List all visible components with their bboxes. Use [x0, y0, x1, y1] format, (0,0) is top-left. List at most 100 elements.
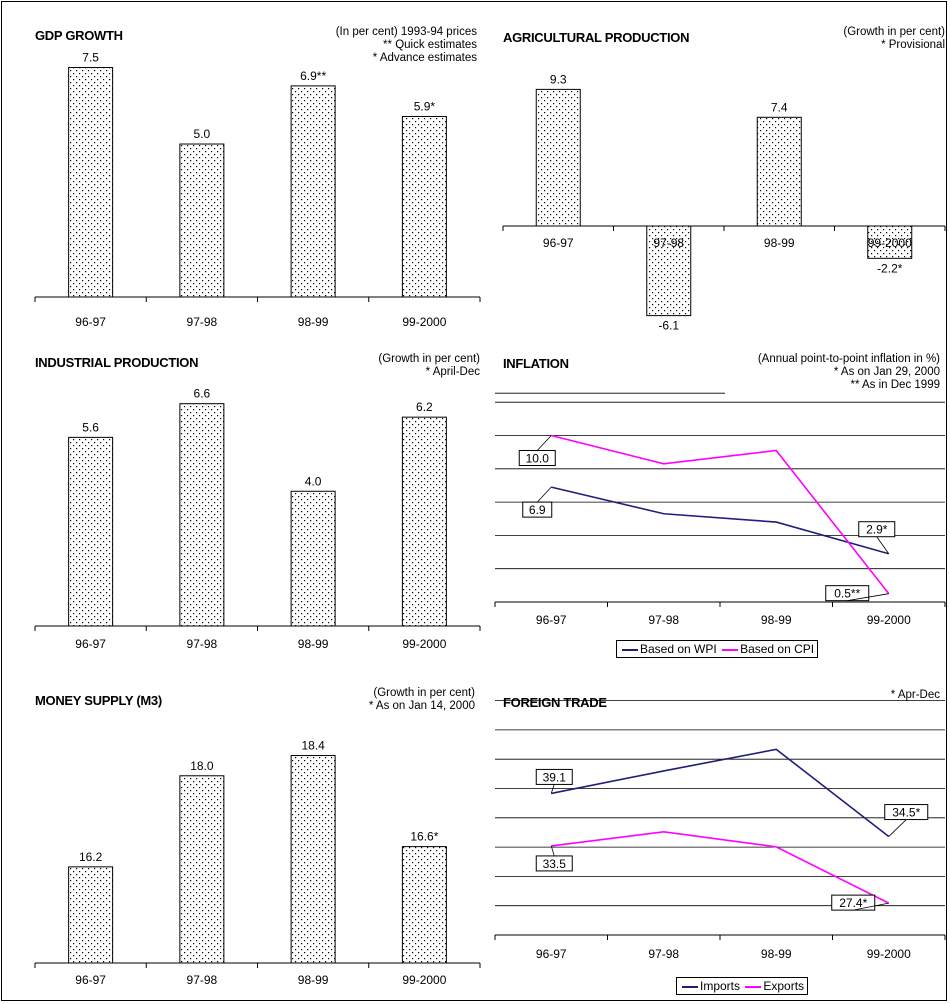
trade-callout-label: 27.4*: [839, 896, 867, 910]
gdp-bar: [401, 115, 447, 298]
industrial-data-label: 5.6: [82, 420, 99, 434]
inflation-category-label: 98-99: [761, 613, 792, 627]
money-title: MONEY SUPPLY (M3): [35, 693, 162, 708]
gdp-category-label: 96-97: [75, 315, 106, 329]
inflation-category-label: 96-97: [536, 613, 567, 627]
trade-title: FOREIGN TRADE: [503, 695, 607, 710]
industrial-data-label: 4.0: [305, 474, 322, 488]
wpi-legend-swatch: [622, 648, 638, 651]
trade-callout-pointer: [888, 819, 907, 837]
gdp-data-label: 6.9**: [300, 69, 326, 83]
inflation-callout-pointer: [536, 435, 552, 451]
inflation-category-label: 97-98: [648, 613, 679, 627]
inflation-callout-label: 10.0: [526, 452, 550, 466]
trade-category-label: 97-98: [648, 947, 679, 961]
imports-legend-swatch: [682, 985, 698, 988]
cpi-legend-label: Based on CPI: [740, 642, 815, 656]
inflation-callout-label: 6.9: [529, 503, 546, 517]
money-category-label: 96-97: [75, 973, 106, 987]
agri-bar: [756, 116, 802, 227]
trade-legend: Imports Exports: [676, 977, 809, 995]
agri-data-label: -2.2*: [877, 261, 903, 275]
trade-category-label: 98-99: [761, 947, 792, 961]
money-bar: [290, 755, 336, 964]
inflation-callout-pointer: [876, 536, 890, 554]
money-note: (Growth in per cent) * As on Jan 14, 200…: [368, 687, 475, 712]
agri-bar: [867, 225, 913, 259]
exports-legend-label: Exports: [763, 979, 805, 993]
gdp-category-label: 98-99: [298, 315, 329, 329]
money-bar: [179, 775, 225, 964]
industrial-category-label: 99-2000: [402, 637, 446, 651]
trade-callout-pointer: [550, 784, 555, 794]
agri-note: (Growth in per cent) * Provisional: [843, 26, 945, 51]
gdp-bar: [179, 143, 225, 298]
agri-category-label: 97-98: [653, 236, 684, 250]
agri-data-label: -6.1: [658, 319, 679, 333]
gdp-data-label: 5.9*: [414, 99, 436, 113]
gdp-note: (In per cent) 1993-94 prices ** Quick es…: [335, 26, 477, 64]
industrial-bar: [401, 416, 447, 627]
trade-series-line: [551, 831, 890, 904]
gdp-bar: [68, 67, 114, 298]
exports-legend-swatch: [745, 985, 762, 988]
inflation-callout-label: 2.9*: [866, 523, 888, 537]
money-bar: [68, 866, 114, 964]
inflation-callout-label: 0.5**: [834, 587, 860, 601]
agri-data-label: 9.3: [550, 72, 567, 86]
industrial-category-label: 98-99: [298, 637, 329, 651]
inflation-series-line: [551, 486, 889, 555]
inflation-legend: Based on WPI Based on CPI: [616, 640, 819, 658]
agri-data-label: 7.4: [771, 100, 788, 114]
trade-callout-label: 34.5*: [892, 806, 920, 820]
industrial-data-label: 6.2: [416, 400, 433, 414]
agri-category-label: 96-97: [543, 236, 574, 250]
agri-category-label: 98-99: [764, 236, 795, 250]
money-data-label: 16.2: [79, 850, 103, 864]
gdp-data-label: 7.5: [82, 51, 99, 65]
industrial-bar: [68, 436, 114, 627]
trade-note: * Apr-Dec: [890, 689, 940, 701]
money-category-label: 97-98: [187, 973, 218, 987]
industrial-note: (Growth in per cent) * April-Dec: [378, 353, 480, 378]
trade-category-label: 96-97: [536, 947, 567, 961]
money-data-label: 18.0: [190, 759, 214, 773]
inflation-category-label: 99-2000: [867, 613, 911, 627]
gdp-category-label: 97-98: [187, 315, 218, 329]
inflation-title: INFLATION: [503, 356, 569, 371]
industrial-category-label: 97-98: [187, 637, 218, 651]
trade-callout-label: 33.5: [543, 857, 567, 871]
inflation-callout-pointer: [847, 593, 889, 602]
trade-series-line: [551, 748, 890, 838]
inflation-series-line: [551, 434, 890, 595]
trade-callout-pointer: [853, 902, 889, 911]
gdp-title: GDP GROWTH: [35, 28, 123, 43]
inflation-note: (Annual point-to-point inflation in %) *…: [757, 353, 940, 391]
money-category-label: 99-2000: [402, 973, 446, 987]
money-category-label: 98-99: [298, 973, 329, 987]
money-data-label: 18.4: [301, 739, 325, 753]
agri-bar: [646, 225, 692, 317]
inflation-callout-pointer: [536, 486, 552, 503]
imports-legend-label: Imports: [700, 979, 741, 993]
money-bar: [401, 846, 447, 964]
money-data-label: 16.6*: [410, 830, 438, 844]
industrial-category-label: 96-97: [75, 637, 106, 651]
gdp-category-label: 99-2000: [402, 315, 446, 329]
agri-category-label: 99-2000: [868, 236, 912, 250]
trade-category-label: 99-2000: [867, 947, 911, 961]
agri-title: AGRICULTURAL PRODUCTION: [503, 30, 690, 45]
trade-callout-pointer: [550, 845, 555, 857]
agri-bar: [535, 88, 581, 227]
industrial-bar: [290, 490, 336, 627]
gdp-bar: [290, 85, 336, 298]
cpi-legend-swatch: [722, 648, 739, 651]
gdp-data-label: 5.0: [194, 127, 211, 141]
industrial-data-label: 6.6: [194, 387, 211, 401]
wpi-legend-label: Based on WPI: [640, 642, 717, 656]
industrial-title: INDUSTRIAL PRODUCTION: [35, 355, 199, 370]
trade-callout-label: 39.1: [543, 770, 567, 784]
industrial-bar: [179, 403, 225, 627]
